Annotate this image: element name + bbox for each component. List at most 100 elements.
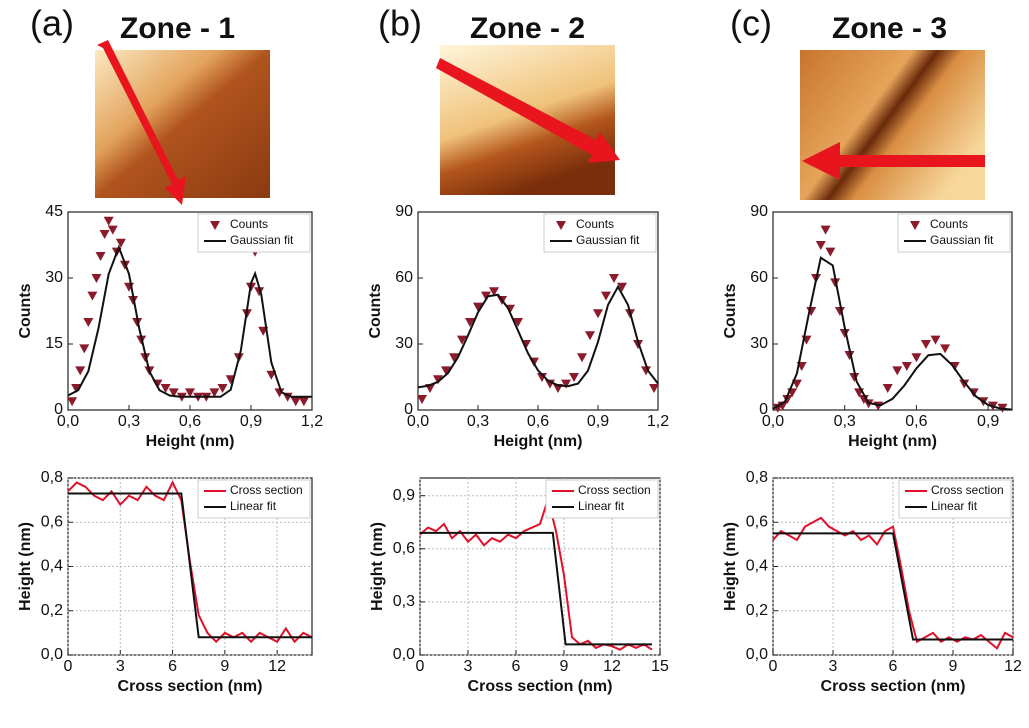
data-point: [940, 344, 951, 354]
x-tick-label: 0,3: [467, 413, 489, 430]
x-axis-label: Height (nm): [494, 433, 583, 450]
data-point: [825, 247, 836, 257]
x-tick-label: 0,9: [240, 413, 262, 430]
x-tick-label: 1,2: [301, 413, 323, 430]
data-point: [844, 351, 855, 360]
x-tick-label: 0: [64, 658, 73, 675]
legend-box: [543, 213, 657, 253]
data-point: [79, 344, 90, 354]
legend-box: [898, 479, 1012, 519]
data-point: [585, 331, 595, 341]
data-point: [537, 373, 547, 382]
y-axis-label: Height (nm): [722, 522, 739, 611]
data-point: [209, 388, 220, 398]
data-point: [839, 329, 850, 338]
data-point: [489, 287, 499, 297]
data-point: [115, 238, 126, 248]
panel-label: (b): [378, 3, 422, 44]
x-tick-label: 0,6: [179, 413, 201, 430]
data-point: [417, 395, 427, 404]
x-tick-label: 15: [651, 658, 669, 675]
x-tick-label: 0,9: [977, 413, 999, 430]
panel-title: Zone - 2: [470, 12, 585, 45]
data-point: [87, 291, 98, 301]
data-point: [609, 274, 619, 283]
y-tick-label: 0,9: [393, 487, 415, 504]
legend-box: [897, 213, 1011, 253]
data-point: [820, 225, 831, 235]
y-axis-label: Height (nm): [369, 522, 386, 611]
legend-label: Gaussian fit: [576, 233, 640, 247]
data-line: [68, 492, 312, 639]
data-point: [91, 274, 102, 283]
data-point: [911, 353, 922, 363]
data-point: [75, 366, 86, 376]
y-tick-label: 0: [404, 401, 413, 418]
y-tick-label: 0: [54, 401, 63, 418]
panel-label: (c): [730, 3, 772, 44]
x-tick-label: 0,0: [762, 413, 784, 430]
legend-label: Gaussian fit: [230, 233, 294, 247]
y-tick-label: 30: [395, 335, 413, 352]
data-point: [920, 340, 931, 349]
y-tick-label: 0,8: [746, 469, 768, 486]
y-tick-label: 0,6: [41, 513, 63, 530]
x-axis-label: Height (nm): [146, 433, 235, 450]
legend-box: [197, 213, 311, 253]
x-tick-label: 1,2: [647, 413, 669, 430]
data-point: [481, 291, 491, 301]
data-point: [254, 287, 265, 297]
x-tick-label: 9: [220, 658, 229, 675]
y-axis-label: Counts: [367, 283, 384, 338]
data-point: [433, 375, 443, 385]
legend-box: [197, 479, 311, 519]
data-point: [107, 225, 118, 235]
x-tick-label: 0: [416, 658, 425, 675]
data-point: [577, 353, 587, 363]
legend-symbol: [556, 221, 566, 230]
x-tick-label: 12: [1004, 658, 1022, 675]
x-tick-label: 9: [949, 658, 958, 675]
panel-title: Zone - 3: [832, 12, 947, 45]
data-point: [274, 388, 285, 398]
legend-label: Gaussian fit: [930, 233, 994, 247]
x-tick-label: 6: [512, 658, 521, 675]
data-point: [83, 318, 94, 327]
y-tick-label: 0,8: [41, 469, 63, 486]
x-tick-label: 12: [268, 658, 286, 675]
x-tick-label: 6: [168, 658, 177, 675]
data-point: [103, 216, 114, 226]
data-point: [71, 384, 82, 393]
y-tick-label: 0,3: [393, 593, 415, 610]
data-point: [959, 379, 970, 389]
data-point: [617, 282, 627, 292]
data-point: [290, 397, 301, 407]
y-axis-label: Counts: [722, 283, 739, 338]
y-tick-label: 0,0: [393, 646, 415, 663]
panel-title: Zone - 1: [120, 12, 235, 45]
legend-box: [545, 479, 659, 519]
x-tick-label: 0,0: [57, 413, 79, 430]
x-axis-label: Cross section (nm): [821, 678, 966, 695]
data-point: [641, 366, 651, 376]
data-point: [815, 241, 826, 250]
y-tick-label: 30: [750, 335, 768, 352]
data-point: [160, 384, 171, 393]
data-point: [569, 373, 579, 382]
legend-label: Linear fit: [230, 499, 277, 513]
data-point: [298, 397, 309, 407]
x-tick-label: 0,3: [834, 413, 856, 430]
x-tick-label: 12: [603, 658, 621, 675]
y-tick-label: 90: [750, 203, 768, 220]
scan-arrow: [97, 40, 186, 205]
data-line: [773, 532, 1013, 641]
scan-arrow: [802, 142, 985, 180]
data-point: [473, 302, 483, 312]
x-axis-label: Cross section (nm): [118, 678, 263, 695]
data-point: [67, 397, 78, 407]
legend-label: Linear fit: [578, 499, 625, 513]
x-tick-label: 3: [116, 658, 125, 675]
y-tick-label: 90: [395, 203, 413, 220]
y-tick-label: 0,6: [746, 513, 768, 530]
